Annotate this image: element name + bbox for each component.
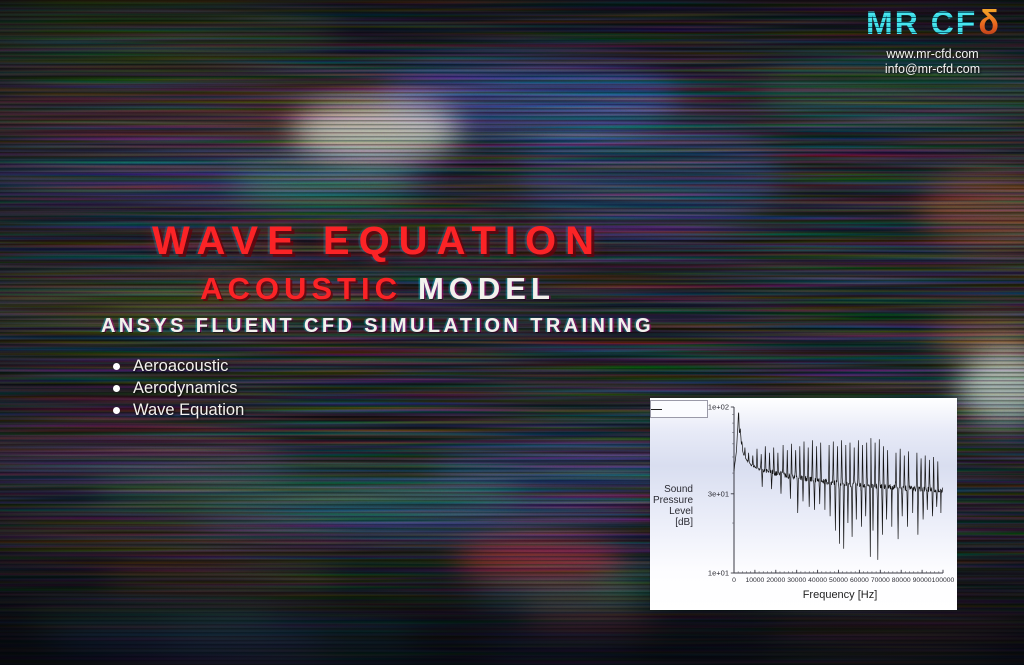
y-axis-label-line: Pressure — [652, 495, 693, 506]
svg-text:70000: 70000 — [871, 577, 890, 584]
line-sample-icon — [651, 409, 662, 410]
svg-text:1e+01: 1e+01 — [708, 569, 729, 578]
subtitle: ACOUSTIC MODEL — [95, 271, 660, 307]
svg-text:0: 0 — [732, 577, 736, 584]
page-title: WAVE EQUATION — [151, 219, 604, 263]
list-item: Aerodynamics — [113, 377, 660, 399]
topic-label: Wave Equation — [133, 400, 245, 419]
svg-text:1e+02: 1e+02 — [708, 403, 729, 412]
list-item: Aeroacoustic — [113, 355, 660, 377]
svg-text:40000: 40000 — [808, 577, 827, 584]
brand-block: MR CFδ www.mr-cfd.com info@mr-cfd.com — [850, 6, 1015, 77]
bullet-icon — [113, 406, 120, 414]
delta-icon: δ — [978, 4, 999, 42]
subtitle-rest: MODEL — [417, 271, 555, 306]
plot-area: 0 10000 20000 30000 40000 50000 60000 70000 8000… — [708, 403, 955, 584]
brand-wordmark: MR CF — [866, 5, 978, 41]
svg-text:50000: 50000 — [829, 577, 848, 584]
y-axis-label: Sound Pressure Level [dB] — [650, 484, 693, 528]
svg-text:80000: 80000 — [892, 577, 911, 584]
website-link[interactable]: www.mr-cfd.com — [886, 47, 979, 61]
svg-text:100000: 100000 — [932, 577, 955, 584]
y-axis-label-line: Level — [669, 506, 693, 517]
svg-text:90000: 90000 — [913, 577, 932, 584]
topics-list: Aeroacoustic Aerodynamics Wave Equation — [95, 355, 660, 421]
brand-logo: MR CFδ — [850, 6, 1015, 47]
svg-text:10000: 10000 — [745, 577, 764, 584]
email-link[interactable]: info@mr-cfd.com — [884, 62, 981, 76]
y-axis-label-line: Sound — [664, 484, 693, 495]
x-axis-label: Frequency [Hz] — [802, 589, 878, 601]
subtitle-accent: ACOUSTIC — [200, 271, 402, 306]
bullet-icon — [113, 362, 120, 370]
svg-text:3e+01: 3e+01 — [708, 489, 729, 498]
svg-text:30000: 30000 — [787, 577, 806, 584]
tagline: ANSYS FLUENT CFD SIMULATION TRAINING — [100, 315, 655, 337]
svg-text:60000: 60000 — [850, 577, 869, 584]
topic-label: Aeroacoustic — [133, 356, 229, 375]
y-axis-label-line: [dB] — [675, 517, 693, 528]
topic-label: Aerodynamics — [133, 378, 238, 397]
spl-chart: 0 10000 20000 30000 40000 50000 60000 70000 8000… — [650, 398, 957, 610]
chart-legend — [650, 400, 708, 418]
list-item: Wave Equation — [113, 399, 660, 421]
svg-text:20000: 20000 — [766, 577, 785, 584]
hero-block: WAVE EQUATION ACOUSTIC MODEL ANSYS FLUENT… — [95, 219, 660, 421]
bullet-icon — [113, 384, 120, 392]
